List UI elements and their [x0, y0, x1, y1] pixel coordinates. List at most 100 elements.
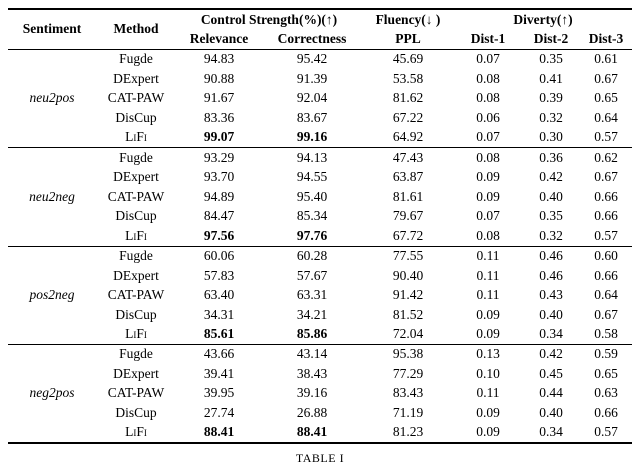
- value-cell: 0.13: [454, 343, 522, 365]
- method-cell: DExpert: [113, 169, 159, 185]
- table-row: LiFi 97.56 97.76 67.72 0.08 0.32 0.57: [8, 226, 632, 246]
- col-header-method: Method: [113, 21, 159, 37]
- table-row: neg2pos Fugde 43.66 43.14 95.38 0.13 0.42 0.59: [8, 343, 632, 444]
- value-cell: 0.34: [539, 326, 563, 341]
- value-cell: 0.43: [539, 287, 563, 303]
- value-cell: 53.58: [392, 70, 424, 86]
- value-cell: 84.47: [203, 208, 235, 224]
- value-cell: 57.83: [203, 267, 235, 283]
- value-cell: 0.41: [539, 70, 563, 86]
- method-cell: DisCup: [115, 306, 157, 322]
- value-cell: 57.67: [296, 267, 328, 283]
- value-cell: 0.35: [539, 51, 563, 67]
- value-cell: 0.36: [522, 147, 580, 168]
- value-cell: 0.61: [594, 51, 618, 67]
- method-cell: LiFi: [125, 424, 147, 440]
- header-row-sub: Relevance Correctness PPL Dist-1 Dist-2 …: [8, 29, 632, 49]
- sentiment-group-label: neu2pos: [29, 90, 75, 106]
- value-cell: 83.43: [392, 385, 424, 401]
- value-cell: 0.07: [476, 51, 500, 67]
- table-row: CAT-PAW 63.40 63.31 91.42 0.11 0.43 0.64: [8, 286, 632, 305]
- method-cell: CAT-PAW: [107, 385, 165, 401]
- value-cell: 0.42: [539, 169, 563, 185]
- value-cell: 0.07: [476, 208, 500, 224]
- value-cell: 94.13: [262, 147, 362, 168]
- value-cell: 45.69: [392, 51, 424, 67]
- value-cell: 47.43: [362, 147, 454, 168]
- header-row-top: Sentiment Method Control Strength(%)(↑) …: [8, 9, 632, 37]
- value-cell: 63.40: [203, 287, 235, 303]
- method-cell: Fugde: [119, 51, 153, 67]
- value-cell: 85.34: [296, 208, 328, 224]
- value-cell: 81.61: [392, 188, 424, 204]
- value-cell: 60.28: [262, 245, 362, 267]
- value-cell: 27.74: [203, 404, 235, 420]
- value-cell: 77.29: [392, 365, 424, 381]
- value-cell: 0.42: [522, 343, 580, 365]
- value-cell: 0.64: [594, 109, 618, 125]
- value-cell: 0.11: [476, 267, 500, 283]
- value-cell: 85.86: [296, 326, 328, 341]
- table-row: DExpert 57.83 57.67 90.40 0.11 0.46 0.66: [8, 266, 632, 285]
- method-cell: DisCup: [115, 404, 157, 420]
- table-caption: TABLE I: [295, 451, 345, 466]
- results-table: Sentiment Method Control Strength(%)(↑) …: [8, 8, 632, 445]
- table-row: LiFi 99.07 99.16 64.92 0.07 0.30 0.57: [8, 128, 632, 148]
- table-row: DisCup 84.47 85.34 79.67 0.07 0.35 0.66: [8, 207, 632, 226]
- value-cell: 43.14: [262, 343, 362, 365]
- value-cell: 0.32: [539, 227, 563, 243]
- value-cell: 64.92: [392, 129, 424, 145]
- value-cell: 91.39: [296, 70, 328, 86]
- value-cell: 88.41: [203, 424, 235, 440]
- method-cell: LiFi: [125, 227, 147, 243]
- value-cell: 94.83: [203, 51, 235, 67]
- value-cell: 0.07: [476, 129, 500, 145]
- method-cell: LiFi: [125, 326, 147, 341]
- value-cell: 81.23: [392, 424, 424, 440]
- value-cell: 0.09: [476, 326, 500, 341]
- table-row: CAT-PAW 94.89 95.40 81.61 0.09 0.40 0.66: [8, 187, 632, 206]
- value-cell: 93.70: [203, 169, 235, 185]
- table-row: DExpert 39.41 38.43 77.29 0.10 0.45 0.65: [8, 364, 632, 383]
- value-cell: 39.16: [296, 385, 328, 401]
- value-cell: 0.11: [476, 385, 500, 401]
- value-cell: 0.32: [539, 109, 563, 125]
- value-cell: 79.67: [392, 208, 424, 224]
- table-row: neu2pos Fugde 94.83 95.42 45.69 0.07 0.35 0.61: [8, 49, 632, 105]
- method-cell: DisCup: [115, 208, 157, 224]
- value-cell: 0.11: [476, 287, 500, 303]
- table-row: LiFi 88.41 88.41 81.23 0.09 0.34 0.57: [8, 423, 632, 443]
- method-cell: Fugde: [96, 245, 176, 267]
- value-cell: 94.55: [296, 169, 328, 185]
- method-cell: DExpert: [113, 70, 159, 86]
- value-cell: 90.88: [203, 70, 235, 86]
- value-cell: 0.40: [539, 404, 563, 420]
- value-cell: 34.31: [203, 306, 235, 322]
- value-cell: 0.34: [539, 424, 563, 440]
- col-header-correctness: Correctness: [277, 30, 347, 46]
- value-cell: 0.67: [594, 70, 618, 86]
- col-header-dist3: Dist-3: [588, 30, 624, 46]
- value-cell: 0.66: [594, 267, 618, 283]
- value-cell: 0.30: [539, 129, 563, 145]
- value-cell: 81.52: [392, 306, 424, 322]
- value-cell: 0.40: [539, 306, 563, 322]
- value-cell: 0.10: [476, 365, 500, 381]
- table-row: DisCup 34.31 34.21 81.52 0.09 0.40 0.67: [8, 305, 632, 324]
- value-cell: 63.87: [392, 169, 424, 185]
- table-row: neu2neg Fugde 93.29 94.13 47.43 0.08 0.36 0.62: [8, 147, 632, 247]
- value-cell: 71.19: [392, 404, 424, 420]
- value-cell: 0.66: [594, 188, 618, 204]
- value-cell: 0.57: [594, 129, 618, 145]
- col-header-relevance: Relevance: [189, 30, 249, 46]
- col-header-fluency: Fluency(↓ ): [375, 11, 441, 27]
- value-cell: 39.95: [203, 385, 235, 401]
- value-cell: 77.55: [362, 245, 454, 267]
- value-cell: 0.06: [476, 109, 500, 125]
- value-cell: 60.06: [176, 245, 262, 267]
- value-cell: 43.66: [176, 343, 262, 365]
- value-cell: 95.38: [362, 343, 454, 365]
- value-cell: 0.66: [594, 404, 618, 420]
- value-cell: 0.39: [539, 90, 563, 106]
- value-cell: 67.72: [392, 227, 424, 243]
